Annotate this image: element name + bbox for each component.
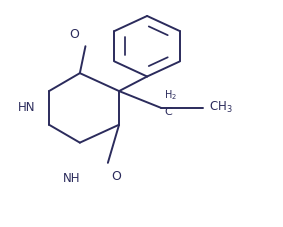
Text: O: O [111,170,121,183]
Text: CH$_3$: CH$_3$ [209,100,232,116]
Text: NH: NH [63,172,80,185]
Text: O: O [69,28,79,41]
Text: HN: HN [18,101,36,114]
Text: C: C [164,107,172,117]
Text: H$_2$: H$_2$ [164,89,177,102]
